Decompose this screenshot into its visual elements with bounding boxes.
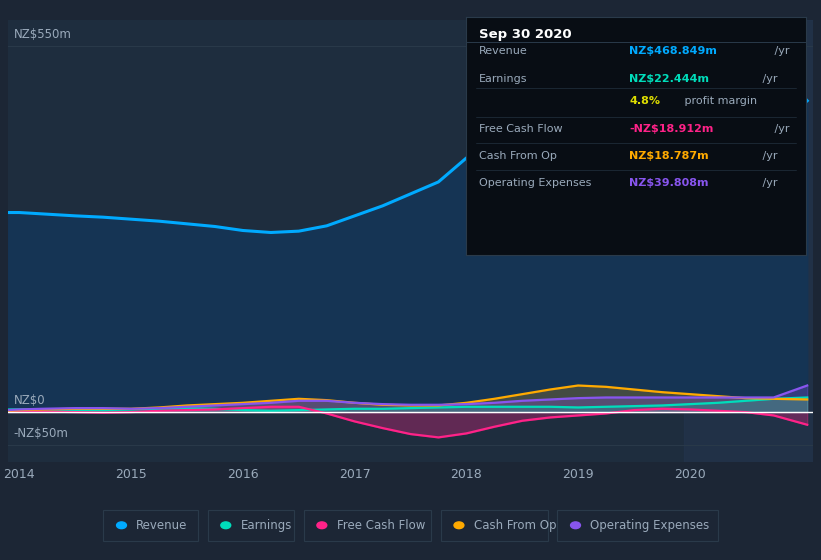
Text: NZ$550m: NZ$550m bbox=[14, 28, 71, 41]
Text: Operating Expenses: Operating Expenses bbox=[590, 519, 709, 532]
Text: NZ$0: NZ$0 bbox=[14, 394, 45, 407]
Text: Free Cash Flow: Free Cash Flow bbox=[337, 519, 425, 532]
Text: NZ$468.849m: NZ$468.849m bbox=[629, 46, 717, 57]
Text: Revenue: Revenue bbox=[136, 519, 188, 532]
Text: Operating Expenses: Operating Expenses bbox=[479, 179, 591, 188]
Text: 4.8%: 4.8% bbox=[629, 96, 660, 106]
Text: /yr: /yr bbox=[772, 46, 790, 57]
Text: /yr: /yr bbox=[759, 151, 777, 161]
Text: Sep 30 2020: Sep 30 2020 bbox=[479, 27, 571, 40]
Text: /yr: /yr bbox=[759, 74, 777, 83]
Text: NZ$22.444m: NZ$22.444m bbox=[629, 74, 709, 83]
Text: -NZ$50m: -NZ$50m bbox=[14, 427, 69, 440]
Bar bbox=[684, 20, 813, 462]
Text: profit margin: profit margin bbox=[681, 96, 757, 106]
Text: NZ$39.808m: NZ$39.808m bbox=[629, 179, 709, 188]
Text: Earnings: Earnings bbox=[479, 74, 528, 83]
Text: Revenue: Revenue bbox=[479, 46, 528, 57]
Text: Free Cash Flow: Free Cash Flow bbox=[479, 124, 562, 134]
Text: NZ$18.787m: NZ$18.787m bbox=[629, 151, 709, 161]
Text: /yr: /yr bbox=[759, 179, 777, 188]
Text: /yr: /yr bbox=[772, 124, 790, 134]
Text: Earnings: Earnings bbox=[241, 519, 292, 532]
Text: -NZ$18.912m: -NZ$18.912m bbox=[629, 124, 713, 134]
Text: Cash From Op: Cash From Op bbox=[474, 519, 556, 532]
Text: Cash From Op: Cash From Op bbox=[479, 151, 557, 161]
